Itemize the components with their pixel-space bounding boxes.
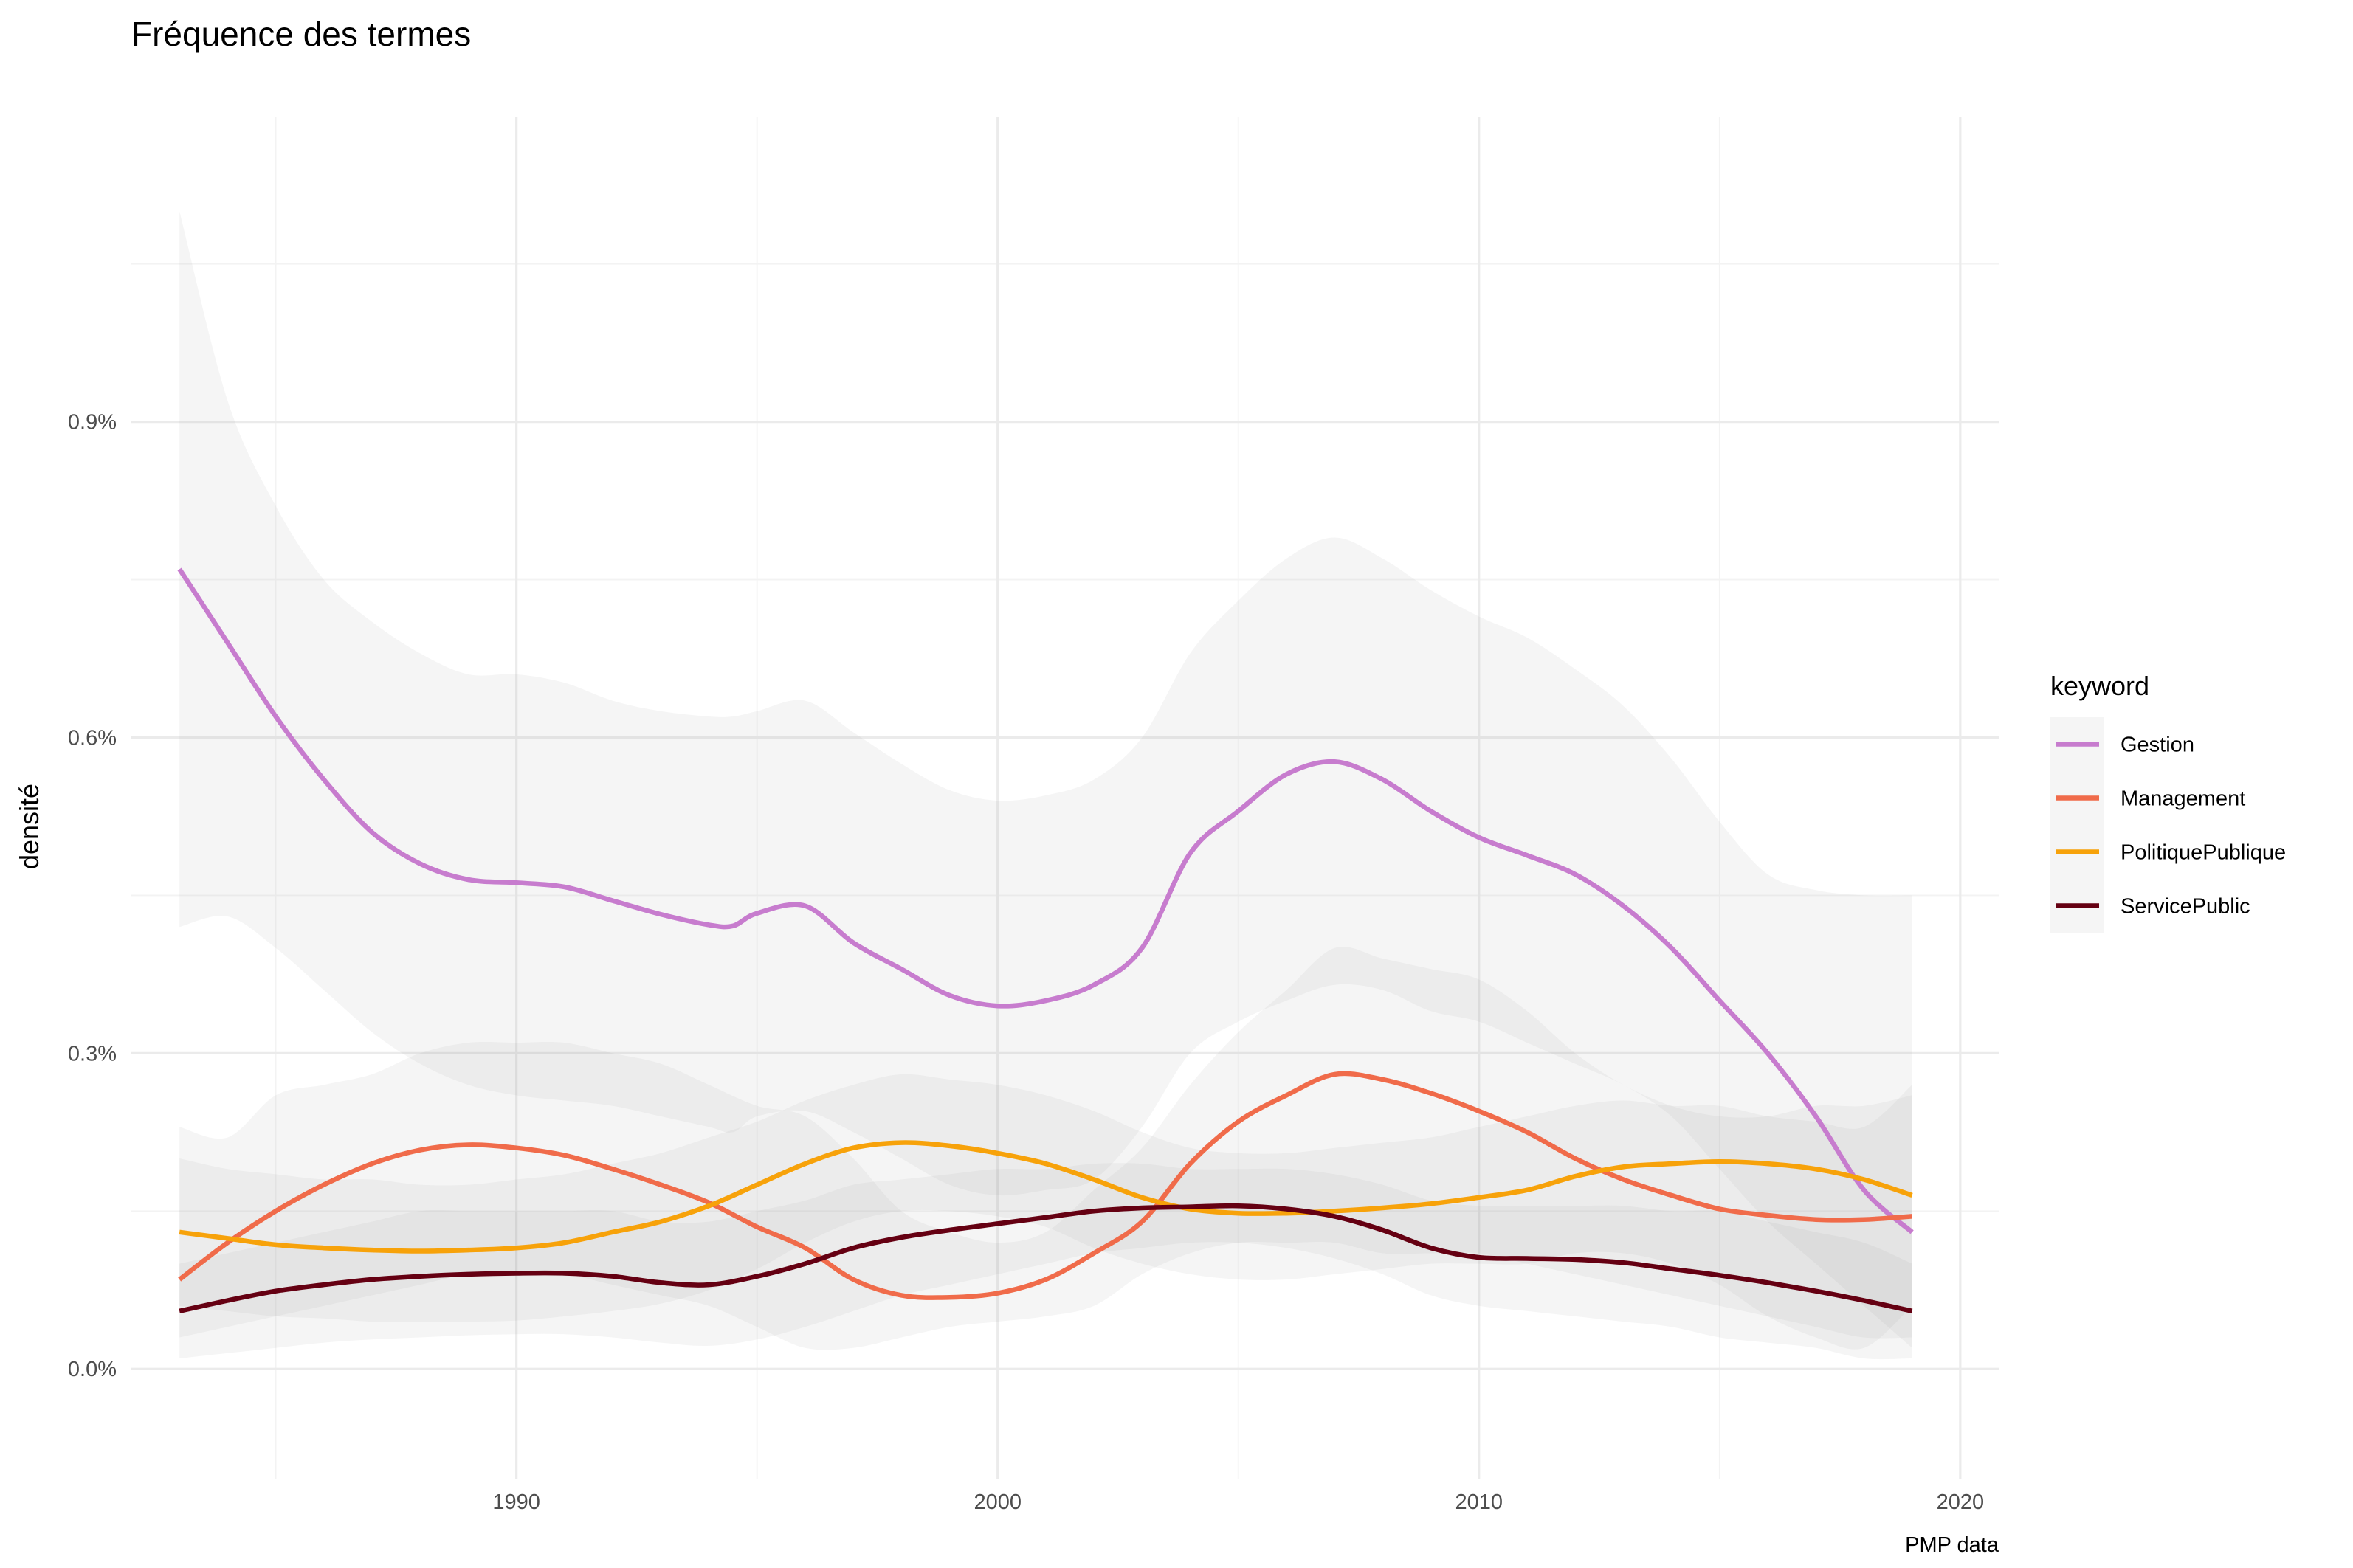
x-tick-label: 2020 <box>1937 1491 1985 1514</box>
x-tick-label: 2010 <box>1455 1491 1503 1514</box>
legend-label: Management <box>2121 787 2245 811</box>
legend-label: ServicePublic <box>2121 895 2250 919</box>
y-axis-label: densité <box>14 784 44 869</box>
y-tick-label: 0.9% <box>68 411 117 435</box>
line-gestion <box>177 567 1914 1234</box>
legend-item-management: Management <box>2050 771 2245 825</box>
legend-label: Gestion <box>2121 733 2194 757</box>
y-tick-label: 0.0% <box>68 1358 117 1381</box>
chart-title: Fréquence des termes <box>131 15 471 53</box>
legend: keyword Gestion Management PolitiquePubliq… <box>2050 671 2286 933</box>
line-management <box>178 1071 1912 1300</box>
y-tick-label: 0.6% <box>68 726 117 750</box>
band-servicepublic <box>179 1163 1912 1360</box>
x-axis-ticks: 1990 2000 2010 2020 <box>492 1491 1984 1514</box>
confidence-bands <box>179 211 1912 1360</box>
legend-item-servicepublic: ServicePublic <box>2050 879 2250 933</box>
legend-title: keyword <box>2050 671 2149 701</box>
x-tick-label: 2000 <box>974 1491 1022 1514</box>
y-axis-ticks: 0.0% 0.3% 0.6% 0.9% <box>68 411 117 1382</box>
grid <box>131 117 1999 1479</box>
series-lines <box>177 567 1914 1313</box>
x-tick-label: 1990 <box>492 1491 540 1514</box>
line-politiquepublique <box>179 1140 1913 1254</box>
legend-label: PolitiquePublique <box>2121 841 2286 865</box>
band-politiquepublique <box>179 1074 1912 1350</box>
legend-items: Gestion Management PolitiquePublique Servic… <box>2050 717 2286 933</box>
legend-item-politiquepublique: PolitiquePublique <box>2050 825 2286 879</box>
y-tick-label: 0.3% <box>68 1042 117 1066</box>
band-management <box>179 946 1912 1350</box>
line-servicepublic <box>179 1203 1913 1313</box>
band-gestion <box>179 211 1912 1348</box>
chart-caption: PMP data <box>1905 1533 1999 1557</box>
legend-item-gestion: Gestion <box>2050 717 2194 771</box>
